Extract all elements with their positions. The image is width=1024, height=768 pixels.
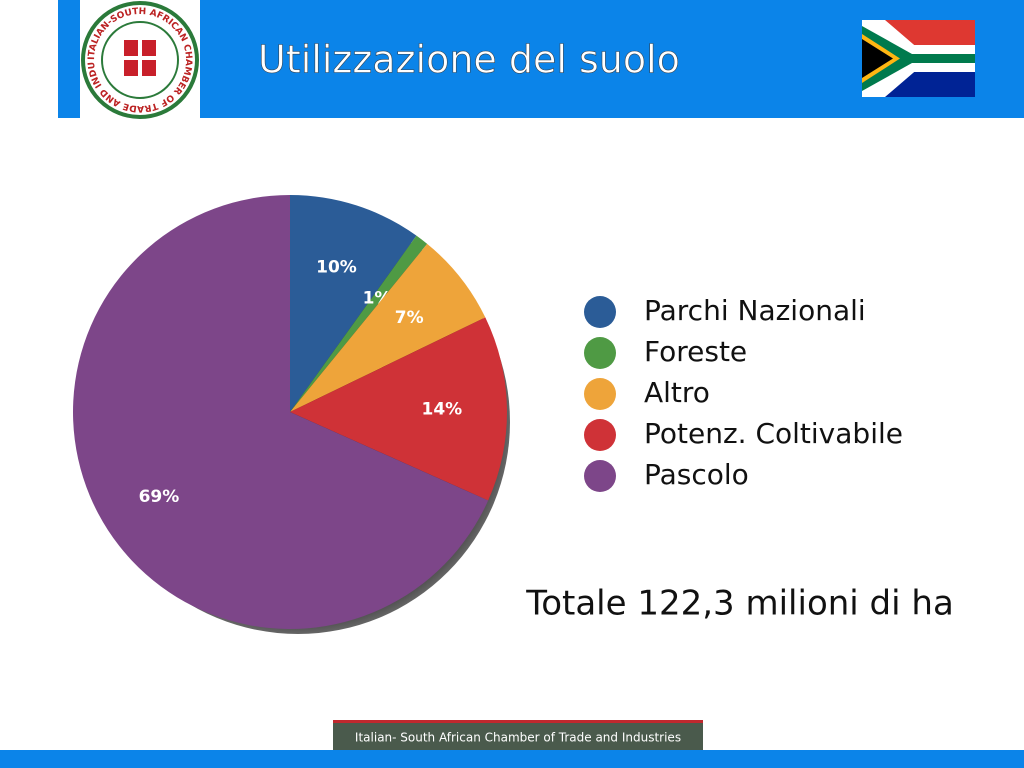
flag [862, 20, 975, 97]
pie-slice [290, 235, 428, 412]
legend-label: Foreste [644, 335, 747, 368]
legend-label: Pascolo [644, 458, 749, 491]
legend-swatch [584, 419, 616, 451]
bottom-bar [0, 750, 1024, 768]
slide-title: Utilizzazione del suolo [258, 38, 680, 82]
legend-label: Altro [644, 376, 710, 409]
legend-label: Parchi Nazionali [644, 294, 866, 327]
legend-swatch [584, 460, 616, 492]
data-label: 7% [395, 308, 424, 328]
legend-swatch [584, 296, 616, 328]
legend-label: Potenz. Coltivabile [644, 417, 903, 450]
annotation: Totale 122,3 milioni di ha [525, 584, 954, 624]
data-label: 10% [316, 257, 357, 277]
footer-text: Italian- South African Chamber of Trade … [355, 731, 681, 745]
pie-slice [290, 317, 507, 501]
legend-swatch [584, 337, 616, 369]
pie-slice [290, 243, 486, 412]
pie-slice [72, 195, 489, 630]
footer-box [333, 720, 703, 750]
legend-swatch [584, 378, 616, 410]
pie-slice [290, 195, 417, 412]
data-label: 69% [139, 487, 180, 507]
data-label: 14% [422, 400, 463, 420]
footer-stripe [333, 720, 703, 723]
